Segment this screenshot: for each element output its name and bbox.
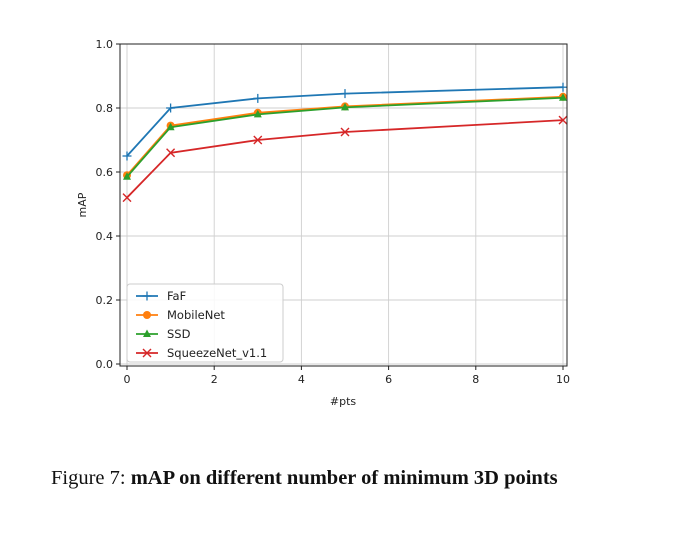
data-point-faf <box>558 82 568 92</box>
x-axis-label: #pts <box>330 395 357 408</box>
series-ssd <box>123 93 567 180</box>
legend-entry-squeezenet-v1-1: SqueezeNet_v1.1 <box>136 346 267 360</box>
legend-marker <box>142 291 152 301</box>
data-point-ssd <box>341 102 349 111</box>
data-point-faf <box>340 89 350 99</box>
data-point-ssd <box>166 122 175 131</box>
y-tick-label: 0.8 <box>96 102 114 115</box>
y-tick-label: 0.2 <box>96 294 114 307</box>
x-tick-label: 10 <box>556 373 570 386</box>
data-point-ssd <box>123 172 131 180</box>
legend-box <box>126 283 284 363</box>
legend-marker <box>142 348 152 358</box>
legend-entry-faf: FaF <box>136 289 186 303</box>
x-tick-label: 2 <box>211 373 218 386</box>
legend-entry-ssd: SSD <box>136 327 191 341</box>
legend-label: SqueezeNet_v1.1 <box>167 346 267 360</box>
x-tick-label: 6 <box>385 373 392 386</box>
figure-caption: Figure 7: mAP on different number of min… <box>51 465 626 492</box>
ticks: 0 2 4 6 8 10 0.0 0.2 0.4 0.6 0.8 1.0 <box>96 38 571 386</box>
x-tick-label: 4 <box>298 373 305 386</box>
caption-text: mAP on different number of minimum 3D po… <box>130 467 558 489</box>
series-layer <box>122 82 568 203</box>
data-point-ssd <box>559 93 567 101</box>
legend-entry-mobilenet: MobileNet <box>136 308 225 322</box>
plot-frame <box>119 43 568 367</box>
data-point-faf <box>253 93 263 103</box>
data-point-squeezenet-v1-1 <box>253 135 263 145</box>
data-point-ssd <box>253 109 262 118</box>
series-faf <box>122 82 568 161</box>
x-tick-label: 0 <box>124 373 131 386</box>
y-tick-label: 0.0 <box>96 358 114 371</box>
y-axis-label: mAP <box>76 192 89 217</box>
legend-label: FaF <box>167 289 186 303</box>
data-point-faf <box>122 151 132 161</box>
data-point-squeezenet-v1-1 <box>166 148 176 158</box>
data-point-squeezenet-v1-1 <box>558 115 568 125</box>
y-tick-label: 0.6 <box>96 166 114 179</box>
data-point-squeezenet-v1-1 <box>122 193 132 203</box>
x-tick-label: 8 <box>472 373 479 386</box>
legend-marker <box>143 311 151 319</box>
y-tick-label: 1.0 <box>96 38 114 51</box>
data-point-faf <box>166 103 176 113</box>
legend-label: MobileNet <box>167 308 225 322</box>
legend: FaF MobileNet SSD SqueezeNet_v1.1 <box>126 283 284 363</box>
series-squeezenet-v1-1 <box>122 115 568 203</box>
y-tick-label: 0.4 <box>96 230 114 243</box>
data-point-squeezenet-v1-1 <box>340 127 350 137</box>
caption-prefix: Figure 7: <box>51 467 126 489</box>
legend-label: SSD <box>167 327 191 341</box>
legend-marker <box>143 329 151 337</box>
